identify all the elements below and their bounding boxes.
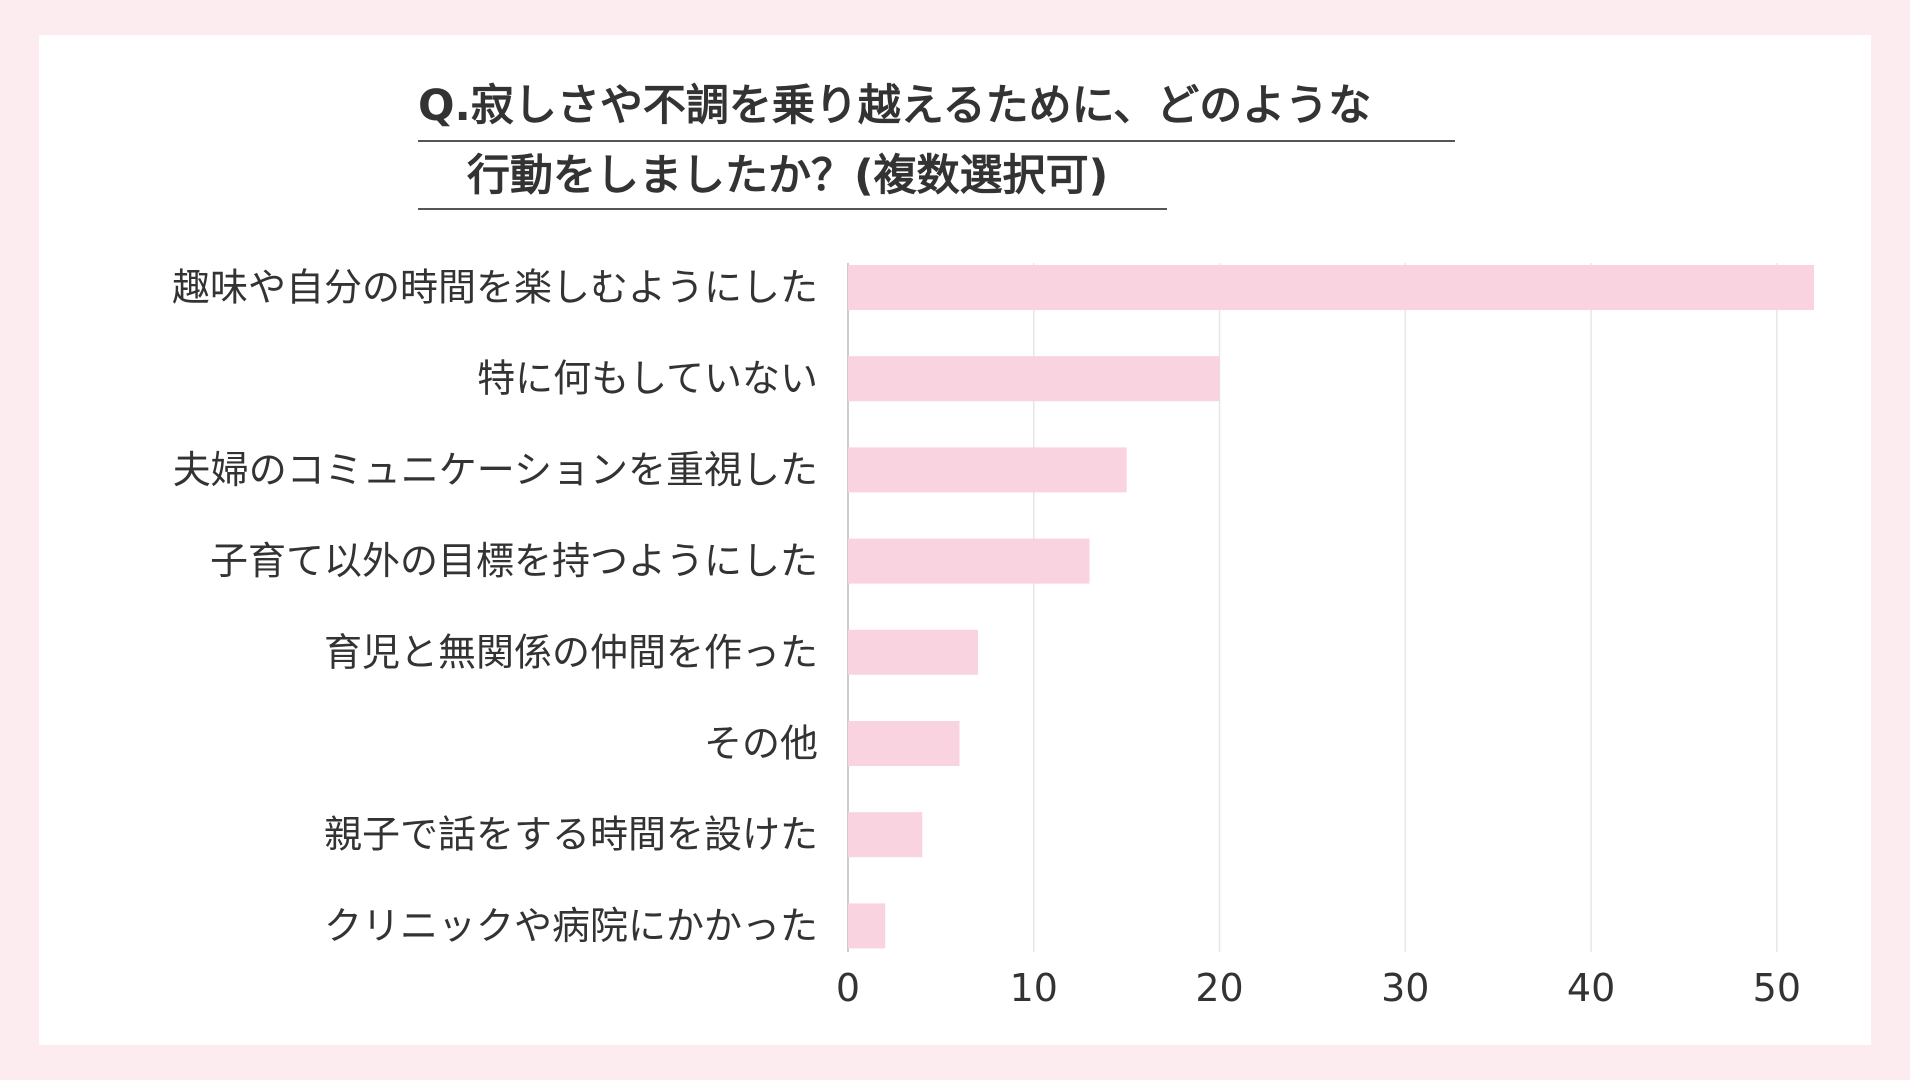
bar-2 (848, 356, 1220, 402)
bar-4 (848, 538, 1090, 584)
category-label-5: 育児と無関係の仲間を作った (324, 630, 818, 674)
title-underline-1 (418, 140, 1455, 142)
x-tick-label-0: 0 (836, 966, 860, 1010)
x-tick-label-40: 40 (1567, 966, 1615, 1010)
x-tick-label-30: 30 (1381, 966, 1429, 1010)
chart-title-line-1: Q.寂しさや不調を乗り越えるために、どのような (418, 81, 1372, 131)
bar-6 (848, 721, 960, 766)
x-tick-label-50: 50 (1753, 966, 1801, 1010)
category-label-2: 特に何もしていない (477, 357, 818, 401)
category-label-8: クリニックや病院にかかった (324, 904, 818, 948)
category-label-4: 子育て以外の目標を持つようにした (210, 539, 818, 583)
bar-7 (848, 812, 923, 858)
category-label-6: その他 (704, 722, 818, 766)
bar-5 (848, 629, 979, 675)
bar-3 (848, 447, 1127, 493)
title-underline-2 (418, 208, 1167, 210)
x-tick-label-20: 20 (1195, 966, 1243, 1010)
category-label-1: 趣味や自分の時間を楽しむようにした (172, 266, 818, 310)
chart-title-line-2: 行動をしましたか？(複数選択可) (467, 151, 1109, 201)
bar-1 (848, 265, 1814, 310)
bar-8 (848, 903, 886, 949)
category-label-3: 夫婦のコミュニケーションを重視した (173, 448, 818, 492)
x-tick-label-10: 10 (1010, 966, 1058, 1010)
category-label-7: 親子で話をする時間を設けた (324, 813, 818, 857)
